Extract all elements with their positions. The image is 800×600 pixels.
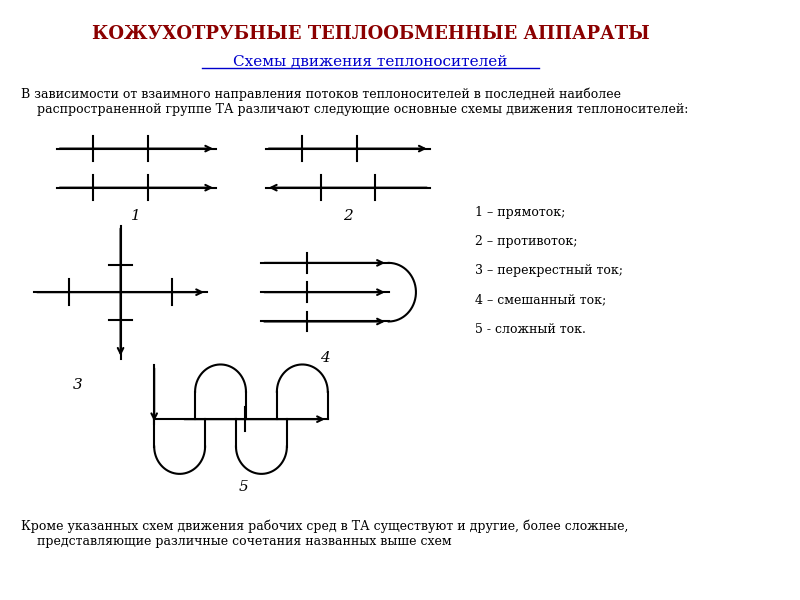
- Text: 5: 5: [238, 480, 248, 494]
- Text: 4: 4: [320, 351, 330, 365]
- Text: 3: 3: [73, 378, 82, 392]
- Text: В зависимости от взаимного направления потоков теплоносителей в последней наибол: В зависимости от взаимного направления п…: [21, 87, 688, 116]
- Text: 1 – прямоток;: 1 – прямоток;: [475, 206, 566, 218]
- Text: 2: 2: [343, 209, 353, 223]
- Text: 3 – перекрестный ток;: 3 – перекрестный ток;: [475, 264, 623, 277]
- Text: Схемы движения теплоносителей: Схемы движения теплоносителей: [234, 55, 508, 68]
- Text: 1: 1: [131, 209, 141, 223]
- Text: 2 – противоток;: 2 – противоток;: [475, 235, 578, 248]
- Text: 5 - сложный ток.: 5 - сложный ток.: [475, 323, 586, 336]
- Text: 4 – смешанный ток;: 4 – смешанный ток;: [475, 293, 606, 307]
- Text: Кроме указанных схем движения рабочих сред в ТА существуют и другие, более сложн: Кроме указанных схем движения рабочих ср…: [21, 520, 628, 548]
- Text: КОЖУХОТРУБНЫЕ ТЕПЛООБМЕННЫЕ АППАРАТЫ: КОЖУХОТРУБНЫЕ ТЕПЛООБМЕННЫЕ АППАРАТЫ: [92, 25, 650, 43]
